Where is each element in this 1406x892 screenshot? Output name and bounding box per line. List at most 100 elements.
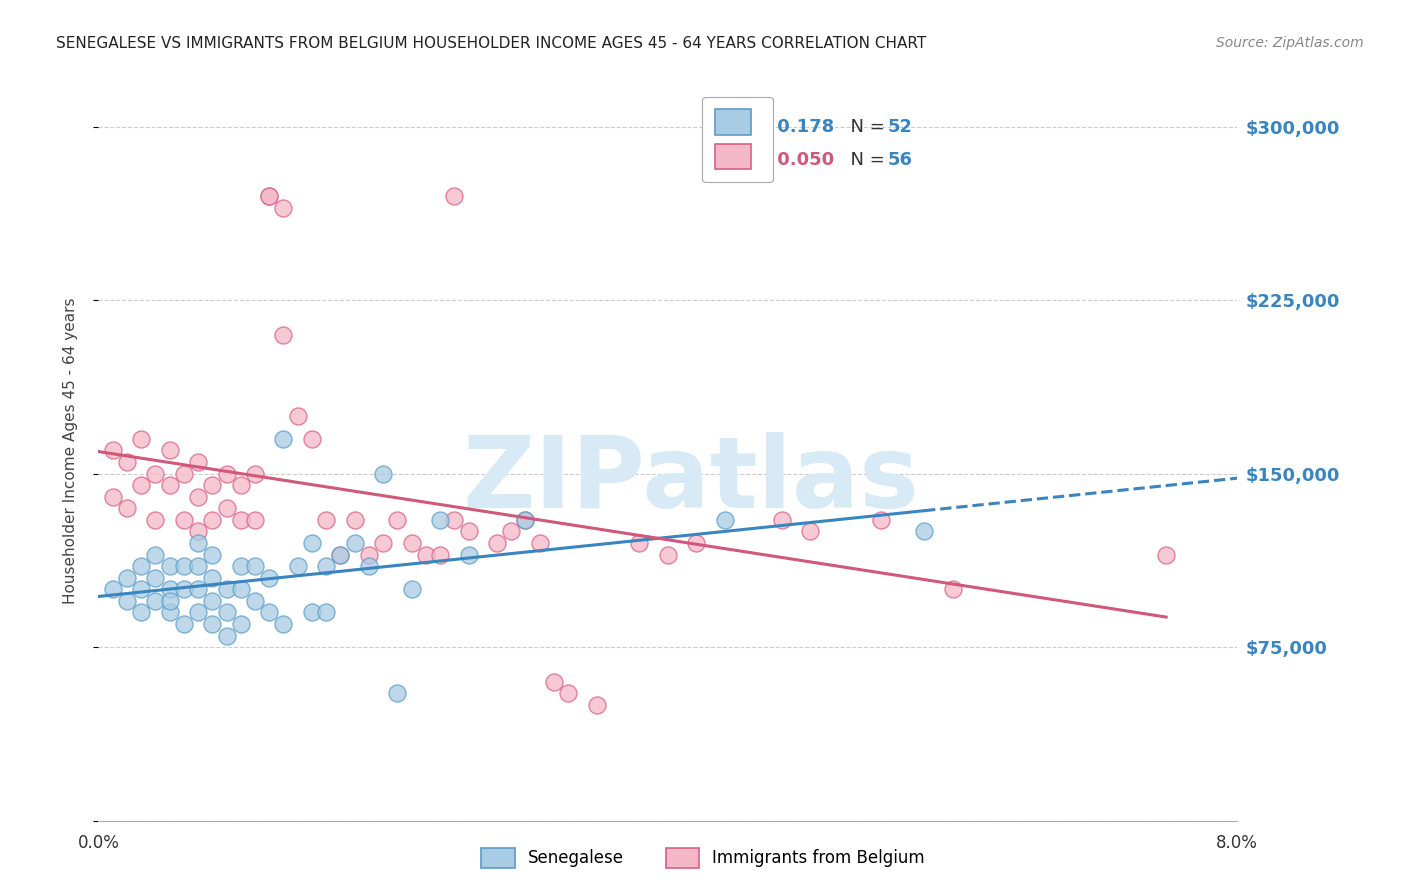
Point [457, 524, 479, 539]
Point [714, 513, 737, 527]
Point [371, 536, 394, 550]
Point [173, 467, 195, 481]
Point [343, 513, 366, 527]
Point [529, 536, 551, 550]
Point [273, 617, 295, 632]
Point [229, 478, 252, 492]
Point [201, 617, 224, 632]
Point [443, 189, 465, 203]
Point [115, 455, 138, 469]
Point [173, 513, 195, 527]
Point [115, 571, 138, 585]
Point [543, 674, 565, 689]
Point [145, 548, 167, 562]
Text: R =: R = [720, 151, 758, 169]
Point [315, 606, 337, 620]
Point [628, 536, 651, 550]
Point [201, 513, 224, 527]
Point [486, 536, 509, 550]
Point [229, 582, 252, 597]
Point [357, 548, 380, 562]
Point [685, 536, 707, 550]
Point [229, 617, 252, 632]
Point [343, 536, 366, 550]
Text: Source: ZipAtlas.com: Source: ZipAtlas.com [1216, 36, 1364, 50]
Point [443, 513, 465, 527]
Point [187, 606, 209, 620]
Point [201, 571, 224, 585]
Point [129, 582, 152, 597]
Point [187, 455, 209, 469]
Point [515, 513, 537, 527]
Text: R =: R = [720, 118, 758, 136]
Point [387, 686, 409, 700]
Point [515, 513, 537, 527]
Point [187, 559, 209, 574]
Point [273, 432, 295, 446]
Point [159, 443, 181, 458]
Point [173, 617, 195, 632]
Point [187, 536, 209, 550]
Point [243, 594, 266, 608]
Point [243, 513, 266, 527]
Point [229, 559, 252, 574]
Point [215, 467, 238, 481]
Text: SENEGALESE VS IMMIGRANTS FROM BELGIUM HOUSEHOLDER INCOME AGES 45 - 64 YEARS CORR: SENEGALESE VS IMMIGRANTS FROM BELGIUM HO… [56, 36, 927, 51]
Point [101, 582, 124, 597]
Point [229, 513, 252, 527]
Point [301, 536, 323, 550]
Point [201, 478, 224, 492]
Point [215, 501, 238, 516]
Point [329, 548, 352, 562]
Point [1154, 548, 1177, 562]
Point [129, 432, 152, 446]
Point [415, 548, 437, 562]
Point [557, 686, 579, 700]
Y-axis label: Householder Income Ages 45 - 64 years: Householder Income Ages 45 - 64 years [63, 297, 77, 604]
Text: N =: N = [839, 151, 890, 169]
Text: N =: N = [839, 118, 890, 136]
Text: 0.050: 0.050 [770, 151, 834, 169]
Point [259, 571, 281, 585]
Point [457, 548, 479, 562]
Point [371, 467, 394, 481]
Point [301, 432, 323, 446]
Point [942, 582, 965, 597]
Point [159, 606, 181, 620]
Point [301, 606, 323, 620]
Point [273, 201, 295, 215]
Point [215, 606, 238, 620]
Point [259, 189, 281, 203]
Point [101, 490, 124, 504]
Point [215, 628, 238, 642]
Point [429, 513, 451, 527]
Point [287, 559, 309, 574]
Point [201, 594, 224, 608]
Text: 56: 56 [887, 151, 912, 169]
Point [243, 467, 266, 481]
Point [273, 327, 295, 342]
Text: 52: 52 [887, 118, 912, 136]
Point [315, 559, 337, 574]
Point [187, 490, 209, 504]
Point [585, 698, 607, 712]
Point [129, 559, 152, 574]
Point [770, 513, 793, 527]
Point [145, 594, 167, 608]
Point [187, 524, 209, 539]
Point [259, 189, 281, 203]
Point [159, 582, 181, 597]
Point [159, 559, 181, 574]
Point [870, 513, 893, 527]
Text: 0.178: 0.178 [770, 118, 834, 136]
Point [129, 478, 152, 492]
Point [201, 548, 224, 562]
Point [401, 582, 423, 597]
Point [115, 594, 138, 608]
Point [145, 467, 167, 481]
Point [145, 513, 167, 527]
Point [159, 594, 181, 608]
Legend: Senegalese, Immigrants from Belgium: Senegalese, Immigrants from Belgium [474, 841, 932, 875]
Point [129, 606, 152, 620]
Point [657, 548, 679, 562]
